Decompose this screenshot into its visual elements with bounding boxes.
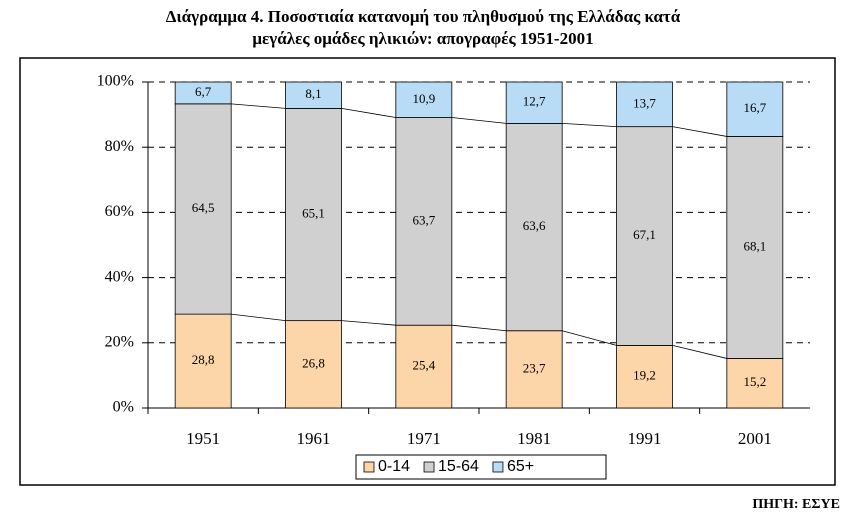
x-tick-label: 1951 xyxy=(186,429,220,448)
legend-frame xyxy=(355,454,607,480)
bar-segment xyxy=(285,81,342,109)
data-label: 28,8 xyxy=(192,352,215,367)
series-line xyxy=(562,330,617,346)
x-tick-label: 1971 xyxy=(407,429,441,448)
chart-frame xyxy=(19,57,836,486)
y-tick-label: 40% xyxy=(105,268,134,285)
legend-swatch xyxy=(423,461,435,473)
series-line xyxy=(341,320,396,326)
y-tick-label: 60% xyxy=(105,203,134,220)
data-label: 68,1 xyxy=(743,238,766,253)
legend-label: 0-14 xyxy=(378,458,410,475)
bar-segment xyxy=(395,117,453,326)
bar-segment xyxy=(616,126,673,346)
legend-swatch xyxy=(363,461,375,473)
bar-segment xyxy=(726,358,784,409)
y-tick-label: 80% xyxy=(105,138,134,155)
data-label: 10,9 xyxy=(412,91,435,106)
legend-label: 15-64 xyxy=(438,458,479,475)
data-label: 65,1 xyxy=(302,206,325,221)
bar-segment xyxy=(505,81,563,124)
data-label: 23,7 xyxy=(523,360,546,375)
series-line xyxy=(672,345,727,359)
bar-segment xyxy=(616,345,673,409)
x-tick-label: 2001 xyxy=(738,429,772,448)
bar-segment xyxy=(285,320,342,409)
bar-segment xyxy=(726,81,784,137)
legend-swatch xyxy=(492,461,504,473)
data-label: 6,7 xyxy=(195,84,212,99)
bar-segment xyxy=(726,136,784,359)
x-tick-label: 1981 xyxy=(517,429,551,448)
series-line xyxy=(231,103,286,109)
data-label: 64,5 xyxy=(192,200,215,215)
data-label: 16,7 xyxy=(743,100,766,115)
chart-title: μεγάλες ομάδες ηλικιών: απογραφές 1951-2… xyxy=(252,29,593,48)
bar-segment xyxy=(616,81,673,128)
series-line xyxy=(672,126,727,137)
bar-segment xyxy=(285,108,342,322)
y-tick-label: 0% xyxy=(113,399,134,416)
series-line xyxy=(562,123,617,128)
y-tick-label: 20% xyxy=(105,333,134,350)
bar-segment xyxy=(395,81,453,118)
x-tick-label: 1991 xyxy=(628,429,662,448)
data-label: 63,6 xyxy=(523,218,546,233)
bar-segment xyxy=(505,123,563,332)
series-line xyxy=(451,324,507,332)
data-label: 13,7 xyxy=(633,95,656,110)
data-label: 12,7 xyxy=(523,94,546,109)
source: ΠΗΓΗ: ΕΣΥΕ xyxy=(752,497,840,512)
bar-segment xyxy=(174,81,232,105)
data-label: 15,2 xyxy=(743,374,766,389)
series-line xyxy=(231,313,286,322)
series-line xyxy=(451,117,507,124)
legend-label: 65+ xyxy=(507,458,534,475)
y-tick-label: 100% xyxy=(97,73,134,90)
series-line xyxy=(341,108,396,118)
data-label: 8,1 xyxy=(305,86,321,101)
data-label: 25,4 xyxy=(412,358,435,373)
bar-segment xyxy=(505,330,563,409)
data-label: 67,1 xyxy=(633,227,656,242)
bar-segment xyxy=(174,313,232,409)
data-label: 19,2 xyxy=(633,368,656,383)
data-label: 63,7 xyxy=(412,212,435,227)
data-label: 26,8 xyxy=(302,355,325,370)
x-tick-label: 1961 xyxy=(297,429,331,448)
chart-title: Διάγραμμα 4. Ποσοστιαία κατανομή του πλη… xyxy=(166,7,681,26)
